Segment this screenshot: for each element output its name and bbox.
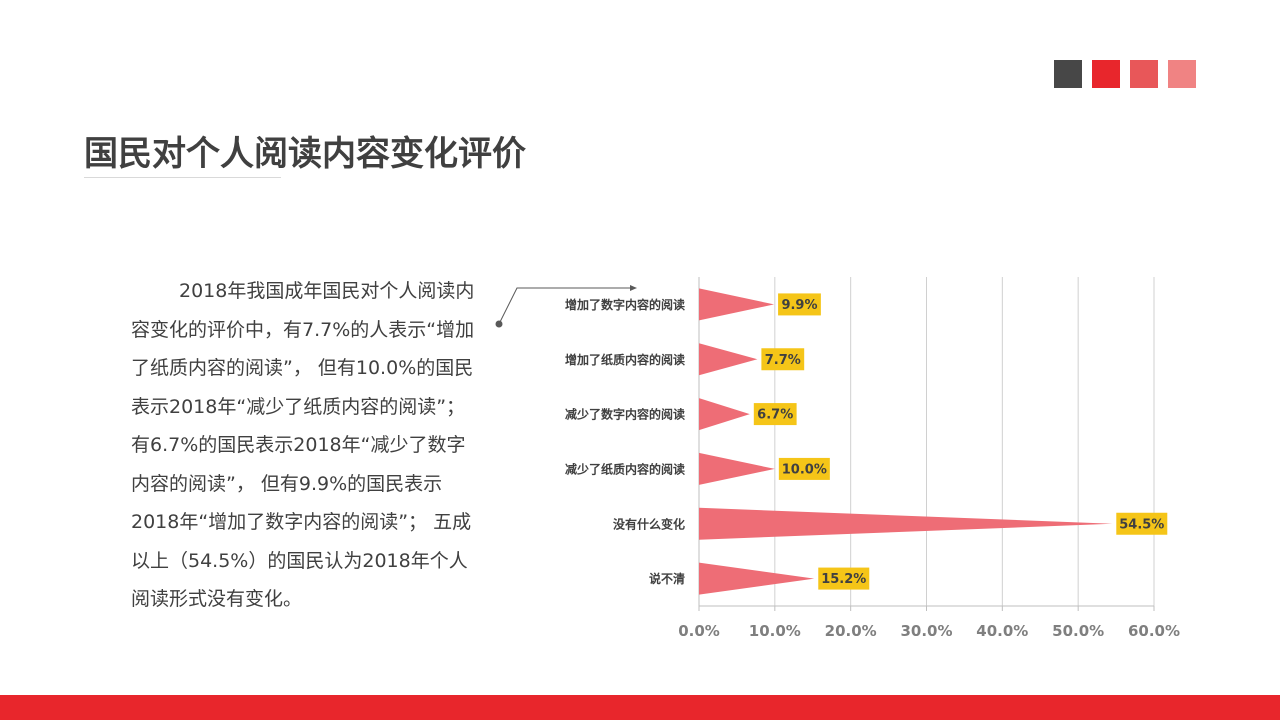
bottom-bar [0, 695, 1280, 720]
connector-arrowhead [630, 285, 637, 291]
title-underline [84, 177, 281, 178]
body-paragraph: 2018年我国成年国民对个人阅读内容变化的评价中，有7.7%的人表示“增加了纸质… [131, 280, 475, 610]
connector-arrow [495, 285, 637, 328]
category-label: 减少了纸质内容的阅读 [565, 461, 685, 476]
data-label: 15.2% [821, 572, 866, 587]
data-label-box [818, 567, 870, 590]
chart-bar [699, 288, 775, 321]
chart-category-labels: 增加了数字内容的阅读增加了纸质内容的阅读减少了数字内容的阅读减少了纸质内容的阅读… [565, 297, 685, 586]
data-label: 54.5% [1119, 517, 1164, 532]
page-title: 国民对个人阅读内容变化评价 [84, 134, 526, 174]
chart-bar [699, 343, 758, 376]
x-tick-label: 40.0% [976, 622, 1028, 640]
x-tick-label: 50.0% [1052, 622, 1104, 640]
chart-bar [699, 562, 815, 595]
data-label-box [1116, 512, 1168, 535]
chart-grid [698, 277, 1155, 611]
chart-bar [699, 507, 1113, 540]
data-label-box [778, 293, 821, 316]
data-label: 9.9% [781, 298, 817, 313]
data-label: 10.0% [782, 462, 827, 477]
x-tick-label: 60.0% [1128, 622, 1180, 640]
category-label: 减少了数字内容的阅读 [565, 407, 685, 422]
chart-bars [699, 288, 1113, 595]
category-label: 增加了数字内容的阅读 [565, 297, 685, 312]
decorative-squares [1054, 60, 1196, 88]
x-tick-label: 10.0% [749, 622, 801, 640]
x-tick-label: 0.0% [678, 622, 720, 640]
data-label-box [778, 457, 830, 480]
connector-line [498, 287, 632, 325]
chart-bar [699, 398, 750, 431]
chart-data-labels: 9.9% 7.7% 6.7% 10.0% 54.5% 15.2% [753, 293, 1168, 590]
chart-x-tick-labels: 0.0% 10.0% 20.0% 30.0% 40.0% 50.0% 60.0% [678, 622, 1180, 640]
square-red [1092, 60, 1120, 88]
x-tick-label: 20.0% [825, 622, 877, 640]
square-pink [1168, 60, 1196, 88]
data-label-box [761, 348, 805, 371]
x-tick-label: 30.0% [900, 622, 952, 640]
square-dark-gray [1054, 60, 1082, 88]
category-label: 增加了纸质内容的阅读 [565, 352, 685, 367]
data-label-box [753, 403, 797, 426]
data-label: 7.7% [765, 353, 801, 368]
square-light-red [1130, 60, 1158, 88]
category-label: 说不清 [649, 571, 685, 586]
data-label: 6.7% [757, 408, 793, 423]
chart-bar [699, 452, 775, 485]
category-label: 没有什么变化 [613, 516, 685, 531]
